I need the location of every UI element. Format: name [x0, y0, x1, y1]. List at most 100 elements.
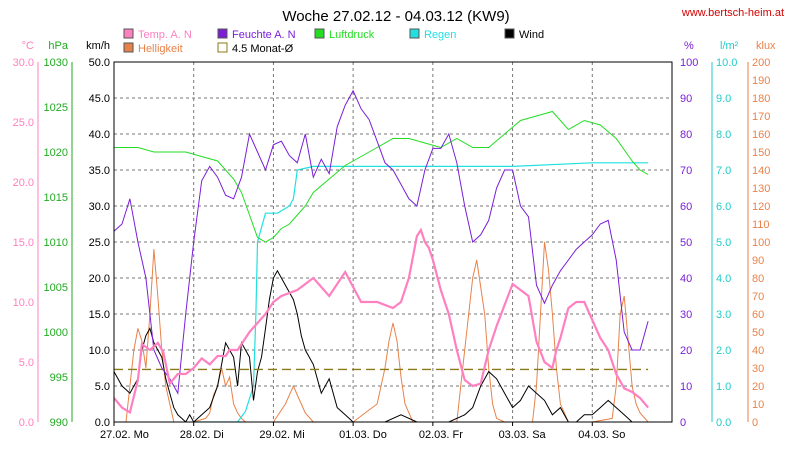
humidity-axis-tick: 50	[680, 237, 692, 249]
pressure-axis-tick: 995	[50, 372, 68, 384]
legend-label-rain: Regen	[424, 29, 456, 41]
legend-swatch-wind	[504, 28, 515, 39]
rain-axis-tick: 3.0	[716, 309, 731, 321]
legend-swatch-light	[123, 42, 134, 53]
legend-swatch-press	[314, 28, 325, 39]
series-line-helligkeit	[114, 241, 649, 422]
temp-axis-tick: 30.0	[13, 57, 34, 69]
pressure-axis-unit: hPa	[48, 40, 68, 52]
light-axis-tick: 190	[752, 75, 770, 87]
light-axis-tick: 150	[752, 147, 770, 159]
x-tick-label: 01.03. Do	[339, 429, 387, 441]
x-tick-label: 28.02. Di	[180, 429, 224, 441]
wind-axis-tick: 25.0	[89, 237, 110, 249]
humidity-axis-tick: 0	[680, 417, 686, 429]
pressure-axis-tick: 1005	[44, 282, 68, 294]
legend-label-avg: 4.5 Monat-Ø	[232, 43, 294, 55]
x-tick-label: 03.03. Sa	[499, 429, 547, 441]
humidity-axis-tick: 60	[680, 201, 692, 213]
pressure-axis-tick: 1025	[44, 102, 68, 114]
rain-axis-unit: l/m²	[720, 40, 739, 52]
wind-axis-tick: 15.0	[89, 309, 110, 321]
legend-swatch-temp	[123, 28, 134, 39]
humidity-axis-tick: 100	[680, 57, 698, 69]
chart-header: Woche 27.02.12 - 04.03.12 (KW9) www.bert…	[282, 7, 784, 25]
light-axis-tick: 120	[752, 201, 770, 213]
light-axis-tick: 160	[752, 129, 770, 141]
temp-axis-tick: 5.0	[19, 357, 34, 369]
light-axis-tick: 60	[752, 309, 764, 321]
legend-label-light: Helligkeit	[138, 43, 183, 55]
light-axis-tick: 90	[752, 255, 764, 267]
temp-axis-tick: 20.0	[13, 177, 34, 189]
humidity-axis-tick: 40	[680, 273, 692, 285]
series-line-feuchte-a-n	[114, 89, 649, 395]
rain-axis-tick: 5.0	[716, 237, 731, 249]
site-url: www.bertsch-heim.at	[681, 7, 784, 19]
light-axis-tick: 200	[752, 57, 770, 69]
humidity-axis-tick: 70	[680, 165, 692, 177]
legend-label-hum: Feuchte A. N	[232, 29, 296, 41]
wind-axis-tick: 45.0	[89, 93, 110, 105]
rain-axis-tick: 10.0	[716, 57, 737, 69]
wind-axis-tick: 35.0	[89, 165, 110, 177]
chart-title: Woche 27.02.12 - 04.03.12 (KW9)	[282, 8, 509, 25]
pressure-axis-tick: 990	[50, 417, 68, 429]
light-axis-tick: 100	[752, 237, 770, 249]
light-axis-tick: 70	[752, 291, 764, 303]
wind-axis-tick: 30.0	[89, 201, 110, 213]
humidity-axis-tick: 80	[680, 129, 692, 141]
legend: Temp. A. N Feuchte A. N Luftdruck Regen Wind…	[123, 28, 544, 55]
legend-swatch-avg	[217, 42, 228, 53]
series-line-regen	[193, 162, 649, 422]
light-axis-tick: 40	[752, 345, 764, 357]
x-tick-label: 27.02. Mo	[100, 429, 149, 441]
legend-swatch-rain	[409, 28, 420, 39]
rain-axis-tick: 2.0	[716, 345, 731, 357]
rain-axis-tick: 7.0	[716, 165, 731, 177]
rain-axis-tick: 4.0	[716, 273, 731, 285]
light-axis-tick: 110	[752, 219, 770, 231]
light-axis-tick: 140	[752, 165, 770, 177]
x-tick-label: 29.02. Mi	[259, 429, 304, 441]
legend-label-temp: Temp. A. N	[138, 29, 192, 41]
temp-axis-unit: °C	[22, 40, 34, 52]
light-axis-tick: 130	[752, 183, 770, 195]
pressure-axis-tick: 1030	[44, 57, 68, 69]
light-axis-tick: 20	[752, 381, 764, 393]
light-axis-tick: 80	[752, 273, 764, 285]
plot-grid	[114, 62, 672, 422]
wind-axis-tick: 0.0	[95, 417, 110, 429]
plot-border	[113, 61, 673, 423]
series-layer	[114, 89, 649, 422]
light-axis-unit: klux	[756, 40, 776, 52]
rain-axis-tick: 8.0	[716, 129, 731, 141]
rain-axis-tick: 6.0	[716, 201, 731, 213]
light-axis-tick: 180	[752, 93, 770, 105]
wind-axis-tick: 50.0	[89, 57, 110, 69]
light-axis-tick: 10	[752, 399, 764, 411]
pressure-axis-tick: 1015	[44, 192, 68, 204]
right-axes: 1009080706050403020100%10.09.08.07.06.05…	[680, 40, 776, 429]
wind-axis-tick: 10.0	[89, 345, 110, 357]
pressure-axis-tick: 1010	[44, 237, 68, 249]
x-tick-label: 02.03. Fr	[419, 429, 463, 441]
light-axis-tick: 0	[752, 417, 758, 429]
wind-axis-tick: 20.0	[89, 273, 110, 285]
series-line-wind	[114, 269, 649, 422]
pressure-axis-tick: 1020	[44, 147, 68, 159]
light-axis-tick: 50	[752, 327, 764, 339]
temp-axis-tick: 10.0	[13, 297, 34, 309]
legend-label-wind: Wind	[519, 29, 544, 41]
x-axis-labels: 27.02. Mo 28.02. Di 29.02. Mi 01.03. Do 02.0…	[100, 422, 625, 441]
wind-axis-unit: km/h	[86, 40, 110, 52]
humidity-axis-tick: 30	[680, 309, 692, 321]
humidity-axis-unit: %	[684, 40, 694, 52]
humidity-axis-tick: 90	[680, 93, 692, 105]
temp-axis-tick: 25.0	[13, 117, 34, 129]
temp-axis-tick: 15.0	[13, 237, 34, 249]
x-tick-label: 04.03. So	[578, 429, 625, 441]
wind-axis-tick: 5.0	[95, 381, 110, 393]
plot-frame	[113, 61, 673, 423]
